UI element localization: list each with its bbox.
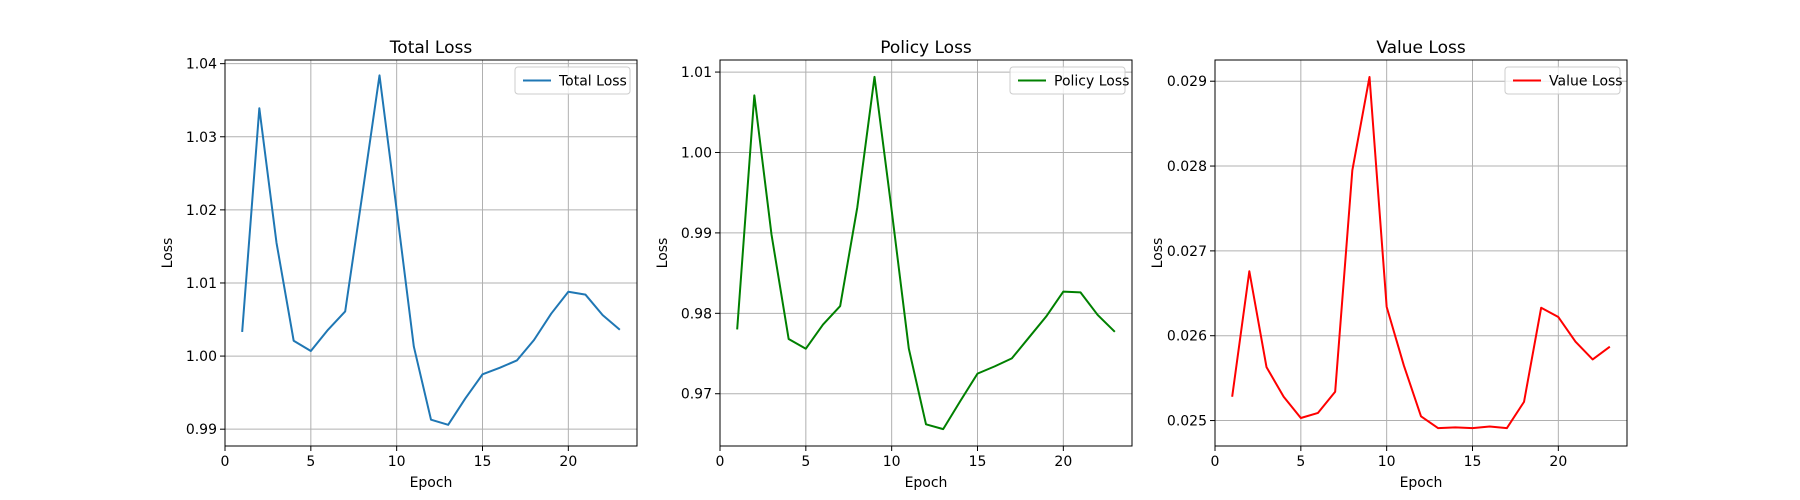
x-axis-label: Epoch [1400, 475, 1443, 491]
legend-box [1009, 66, 1126, 95]
x-tick-label: 5 [801, 454, 810, 470]
x-tick-label: 20 [559, 454, 577, 470]
legend: Total Loss [514, 66, 631, 95]
x-tick-label: 20 [1054, 454, 1072, 470]
y-tick-label: 0.99 [681, 226, 712, 242]
legend-label: Total Loss [558, 74, 627, 90]
legend: Policy Loss [1009, 66, 1129, 95]
x-axis-label: Epoch [905, 475, 948, 491]
series-line-total-loss [241, 74, 621, 426]
grid [719, 60, 1132, 446]
y-axis-label: Loss [1150, 238, 1166, 269]
x-tick-label: 15 [474, 454, 492, 470]
y-tick-label: 0.97 [681, 387, 712, 403]
legend-box [1504, 66, 1621, 95]
y-axis-label: Loss [160, 238, 176, 269]
series-line-value-loss [1231, 75, 1611, 430]
x-tick-label: 0 [1211, 454, 1220, 470]
y-tick-label: 0.028 [1167, 159, 1207, 175]
chart-title: Policy Loss [880, 38, 972, 58]
x-tick-label: 20 [1549, 454, 1567, 470]
grid [224, 60, 637, 446]
x-tick-label: 10 [1378, 454, 1396, 470]
x-tick-label: 15 [969, 454, 987, 470]
y-tick-label: 0.027 [1167, 244, 1207, 260]
y-tick-label: 0.98 [681, 306, 712, 322]
x-axis-label: Epoch [410, 475, 453, 491]
y-axis-label: Loss [655, 238, 671, 269]
y-tick-label: 1.03 [186, 130, 217, 146]
x-tick-label: 5 [1296, 454, 1305, 470]
x-tick-label: 10 [388, 454, 406, 470]
chart-title: Total Loss [389, 38, 473, 58]
legend-label: Policy Loss [1054, 74, 1129, 90]
y-tick-label: 0.026 [1167, 329, 1207, 345]
legend-box [514, 66, 631, 95]
x-tick-label: 5 [306, 454, 315, 470]
chart-title: Value Loss [1376, 38, 1466, 58]
grid [1214, 60, 1627, 446]
chart-panel-3: 0 5 10 15 20 0.025 0.026 0.027 0.028 0.029 Value L… [1150, 38, 1628, 491]
y-tick-label: 1.04 [186, 57, 217, 73]
x-tick-label: 15 [1464, 454, 1482, 470]
y-tick-label: 1.01 [186, 276, 217, 292]
y-tick-label: 1.01 [681, 65, 712, 81]
series-line-policy-loss [736, 75, 1116, 431]
axes-frame [1214, 59, 1628, 447]
y-tick-label: 1.02 [186, 203, 217, 219]
axes-frame [224, 59, 638, 447]
y-tick-label: 1.00 [186, 349, 217, 365]
y-tick-label: 1.00 [681, 145, 712, 161]
axes-frame [719, 59, 1133, 447]
x-tick-label: 0 [221, 454, 230, 470]
x-tick-label: 10 [883, 454, 901, 470]
y-tick-label: 0.025 [1167, 414, 1207, 430]
y-tick-label: 0.029 [1167, 74, 1207, 90]
x-tick-label: 0 [716, 454, 725, 470]
chart-panel-2: 0 5 10 15 20 0.97 0.98 0.99 1.00 1.01 Policy Loss E… [655, 38, 1133, 491]
y-tick-label: 0.99 [186, 422, 217, 438]
legend: Value Loss [1504, 66, 1623, 95]
chart-panel-1: 0 5 10 15 20 0.99 1.00 1.01 1.02 1.03 1.04 Total Lo… [160, 38, 638, 491]
legend-label: Value Loss [1549, 74, 1623, 90]
